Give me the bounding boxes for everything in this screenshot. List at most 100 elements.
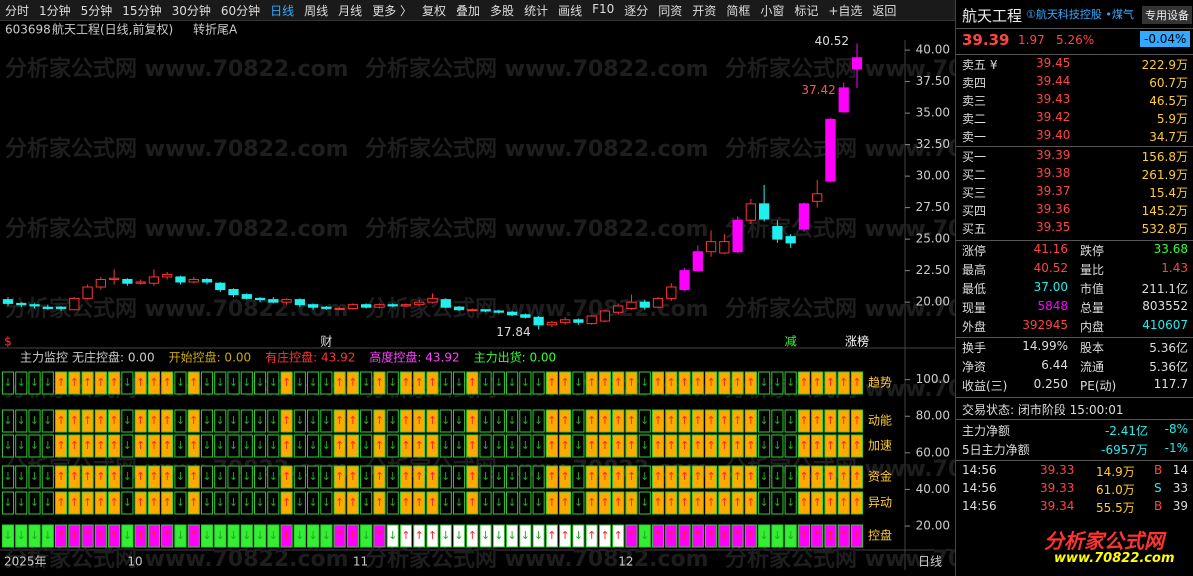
signal-arrow: ↓ [454, 529, 463, 542]
candle-body [307, 304, 319, 308]
signal-cell [532, 465, 545, 489]
toolbar-button[interactable]: 60分钟 [220, 4, 261, 18]
signal-cell [452, 491, 466, 515]
signal-cell [108, 409, 121, 433]
book-label: 买五 [962, 222, 987, 236]
candle-body [162, 273, 173, 278]
candle-body [175, 276, 186, 283]
signal-cell [678, 524, 691, 548]
signal-cell [413, 524, 426, 548]
signal-arrow: ↑ [136, 414, 145, 427]
toolbar-button[interactable]: 日线 [270, 4, 295, 18]
book-price: 39.35 [1036, 220, 1071, 234]
signal-cell [612, 409, 625, 433]
signal-cell [307, 465, 320, 489]
signal-arrow: ↓ [481, 376, 490, 389]
toolbar-button[interactable]: 画线 [558, 4, 583, 18]
toolbar-button[interactable]: 标记 [794, 4, 819, 18]
toolbar-button[interactable]: 同资 [658, 4, 683, 18]
signal-cell [744, 409, 757, 433]
signal-cell [94, 524, 107, 548]
toolbar-button[interactable]: 周线 [304, 4, 329, 18]
stat-value: 211.1亿 [1141, 282, 1188, 296]
signal-arrow: ↑ [839, 439, 848, 452]
candle-body [666, 286, 677, 299]
signal-cell [1, 465, 15, 489]
toolbar-button[interactable]: +自选 [828, 4, 863, 18]
y-tick-label: 40.00 [916, 482, 950, 496]
toolbar-button[interactable]: 简框 [726, 4, 751, 18]
signal-arrow: ↑ [680, 470, 689, 483]
signal-arrow: ↓ [30, 470, 39, 483]
signal-cell [386, 465, 399, 489]
signal-cell [625, 409, 638, 433]
signal-arrow: ↑ [189, 439, 198, 452]
signal-arrow: ↓ [309, 496, 318, 509]
book-label: 卖四 [962, 76, 987, 90]
toolbar-button[interactable]: 15分钟 [122, 4, 162, 18]
signal-arrow: ↓ [786, 496, 795, 509]
signal-cell [824, 409, 837, 433]
signal-cell [174, 491, 187, 515]
signal-cell [54, 409, 68, 433]
y-tick-label: 100.0 [916, 372, 950, 386]
signal-arrow: ↑ [693, 529, 702, 542]
signal-cell [705, 434, 718, 458]
signal-cell [214, 371, 227, 395]
toolbar-button[interactable]: 复权 [422, 4, 447, 18]
signal-cell [81, 371, 94, 395]
signal-arrow: ↓ [3, 496, 12, 509]
toolbar-button[interactable]: 返回 [872, 4, 897, 18]
signal-cell [174, 371, 187, 395]
signal-arrow: ↓ [242, 496, 251, 509]
signal-arrow: ↑ [348, 470, 357, 483]
signal-arrow: ↓ [507, 496, 516, 509]
candle-body [825, 118, 836, 182]
signal-arrow: ↓ [481, 496, 490, 509]
signal-arrow: ↓ [786, 376, 795, 389]
signal-cell [81, 409, 94, 433]
sector-button[interactable]: 专用设备 [1142, 6, 1192, 24]
signal-cell [360, 409, 373, 433]
toolbar-button[interactable]: 小窗 [760, 4, 785, 18]
flow-pct: -1% [1164, 441, 1188, 455]
signal-arrow: ↓ [773, 414, 782, 427]
signal-cell [81, 491, 94, 515]
toolbar-button[interactable]: 多股 [490, 4, 515, 18]
signal-cell [559, 371, 572, 395]
signal-arrow: ↑ [852, 529, 861, 542]
toolbar-button[interactable]: 分时 [5, 4, 30, 18]
toolbar-button[interactable]: 30分钟 [171, 4, 211, 18]
stat-label: 最低 [962, 282, 987, 296]
concept-links[interactable]: ①航天科技控股 •煤气 [1026, 8, 1134, 21]
signal-arrow: ↑ [600, 376, 609, 389]
signal-cell [439, 465, 452, 489]
candle-body [122, 278, 133, 284]
signal-arrow: ↑ [733, 376, 742, 389]
signal-arrow: ↓ [269, 414, 278, 427]
signal-cell [479, 491, 492, 515]
signal-cell [267, 371, 280, 395]
toolbar-button[interactable]: 月线 [338, 4, 363, 18]
signal-arrow: ↑ [163, 496, 172, 509]
signal-arrow: ↑ [587, 376, 596, 389]
signal-arrow: ↑ [468, 470, 477, 483]
signal-arrow: ↑ [653, 376, 662, 389]
toolbar-button[interactable]: 逐分 [624, 4, 649, 18]
event-marker: 减 [785, 335, 797, 349]
toolbar-button[interactable]: 开资 [692, 4, 717, 18]
signal-cell [267, 491, 280, 515]
y-tick-label: 22.50 [916, 263, 950, 277]
toolbar-button[interactable]: 更多 〉 [372, 4, 413, 18]
signal-arrow: ↑ [587, 470, 596, 483]
toolbar-button[interactable]: 统计 [524, 4, 549, 18]
toolbar-button[interactable]: 1分钟 [39, 4, 71, 18]
signal-arrow: ↓ [17, 496, 26, 509]
toolbar-button[interactable]: F10 [592, 2, 615, 16]
signal-cell [479, 434, 492, 458]
signal-cell [68, 434, 81, 458]
signal-cell [161, 371, 174, 395]
signal-arrow: ↓ [229, 496, 238, 509]
toolbar-button[interactable]: 5分钟 [80, 4, 113, 18]
toolbar-button[interactable]: 叠加 [456, 4, 481, 18]
